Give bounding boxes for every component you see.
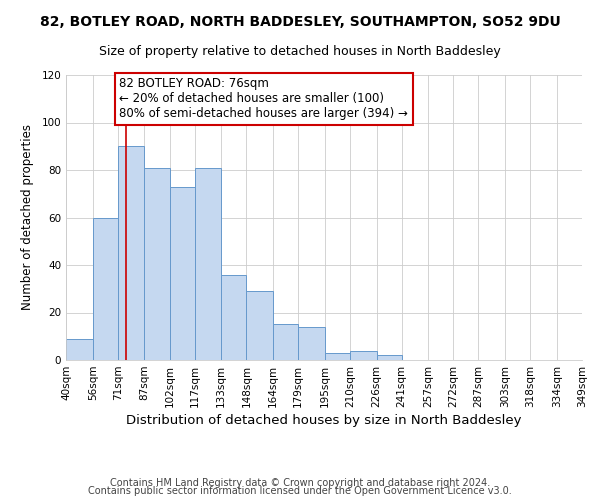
Text: Size of property relative to detached houses in North Baddesley: Size of property relative to detached ho… [99,45,501,58]
Bar [145,168,170,360]
Bar [66,338,93,360]
Y-axis label: Number of detached properties: Number of detached properties [22,124,34,310]
Bar [298,327,325,360]
Text: 82 BOTLEY ROAD: 76sqm
← 20% of detached houses are smaller (100)
80% of semi-det: 82 BOTLEY ROAD: 76sqm ← 20% of detached … [119,78,409,120]
Text: Contains HM Land Registry data © Crown copyright and database right 2024.: Contains HM Land Registry data © Crown c… [110,478,490,488]
Bar [194,168,221,360]
Bar [170,186,194,360]
Bar [325,353,350,360]
Bar [273,324,298,360]
Text: Contains public sector information licensed under the Open Government Licence v3: Contains public sector information licen… [88,486,512,496]
Bar [93,218,118,360]
Bar [221,274,247,360]
X-axis label: Distribution of detached houses by size in North Baddesley: Distribution of detached houses by size … [126,414,522,427]
Bar [247,291,273,360]
Bar [377,355,401,360]
Bar [350,350,377,360]
Text: 82, BOTLEY ROAD, NORTH BADDESLEY, SOUTHAMPTON, SO52 9DU: 82, BOTLEY ROAD, NORTH BADDESLEY, SOUTHA… [40,15,560,29]
Bar [118,146,145,360]
